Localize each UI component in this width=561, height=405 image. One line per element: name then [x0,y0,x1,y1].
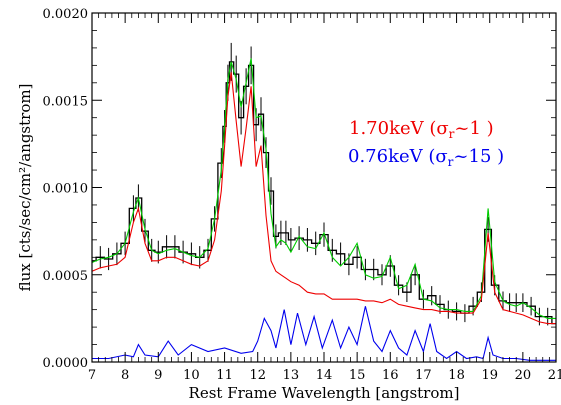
annotation-0: 1.70keV (σr~1 ) [349,118,494,141]
plot-frame [91,12,557,363]
y-tick-label: 0.0010 [43,182,89,197]
x-tick-label: 11 [216,368,233,383]
x-tick-label: 20 [515,368,532,383]
y-tick-label: 0.0000 [43,356,89,371]
x-tick-label: 10 [183,368,200,383]
x-axis-title: Rest Frame Wavelength [angstrom] [189,384,460,402]
y-tick-label: 0.0005 [43,269,89,284]
x-tick-label: 13 [283,368,300,383]
annotation-layer: 1.70keV (σr~1 ) 0.76keV (σr~15 ) [348,118,504,169]
x-tick-label: 16 [382,368,399,383]
data-layer [91,42,557,361]
series-line-2 [91,72,556,325]
x-tick-label: 17 [415,368,432,383]
x-tick-label: 18 [448,368,465,383]
x-tick-label: 19 [481,368,498,383]
y-tick-label: 0.0015 [43,94,89,109]
x-tick-label: 15 [349,368,366,383]
annotation-1: 0.76keV (σr~15 ) [348,146,504,169]
series-line-0 [92,61,556,325]
x-tick-label: 7 [88,368,96,383]
x-tick-label: 14 [316,368,333,383]
x-tick-label: 21 [548,368,561,383]
y-tick-label: 0.0020 [43,7,89,22]
x-tick-label: 9 [154,368,162,383]
tick-layer: 7 8 9 10 11 12 13 14 15 16 17 18 19 20 21 0.0000 0.0005 0… [43,7,561,383]
x-tick-label: 12 [249,368,266,383]
y-axis-title: flux [cts/sec/cm²/angstrom] [16,84,34,292]
x-tick-label: 8 [121,368,129,383]
series-line-3 [92,306,556,361]
series-line-1 [91,58,556,319]
